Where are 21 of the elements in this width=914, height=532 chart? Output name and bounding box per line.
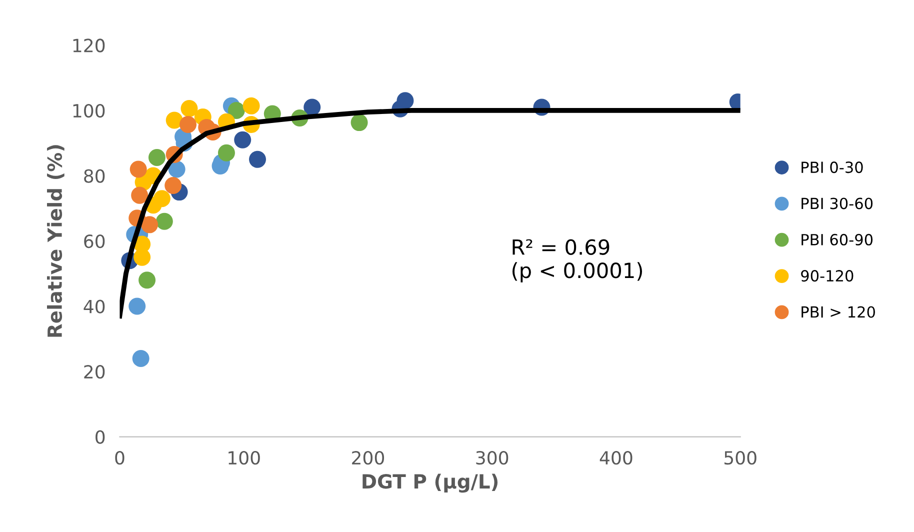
y-tick-label: 20: [84, 364, 105, 379]
y-tick-label: 0: [96, 430, 105, 444]
x-tick-label: 300: [476, 450, 508, 465]
y-tick-label: 60: [84, 234, 105, 248]
y-tick-label: 40: [84, 300, 105, 314]
y-tick-label: 100: [73, 104, 105, 118]
x-tick-label: 500: [724, 450, 756, 465]
y-axis-title: Relative Yield (%): [47, 145, 64, 337]
annotation: R² = 0.69 (p < 0.0001): [512, 239, 642, 282]
x-tick-label: 200: [352, 450, 384, 465]
x-tick-label: 400: [600, 450, 632, 465]
y-tick-label: 120: [73, 38, 105, 52]
x-axis-title: DGT P (µg/L): [362, 474, 498, 493]
y-tick-label: 80: [84, 169, 105, 183]
x-tick-label: 0: [115, 450, 124, 465]
legend-label: PBI 0-30: [802, 162, 863, 174]
legend-label: PBI > 120: [802, 306, 875, 318]
legend-label: 90-120: [801, 270, 854, 282]
legend-label: PBI 60-90: [802, 234, 873, 246]
legend-label: PBI 30-60: [802, 198, 873, 210]
x-tick-label: 100: [228, 450, 260, 465]
